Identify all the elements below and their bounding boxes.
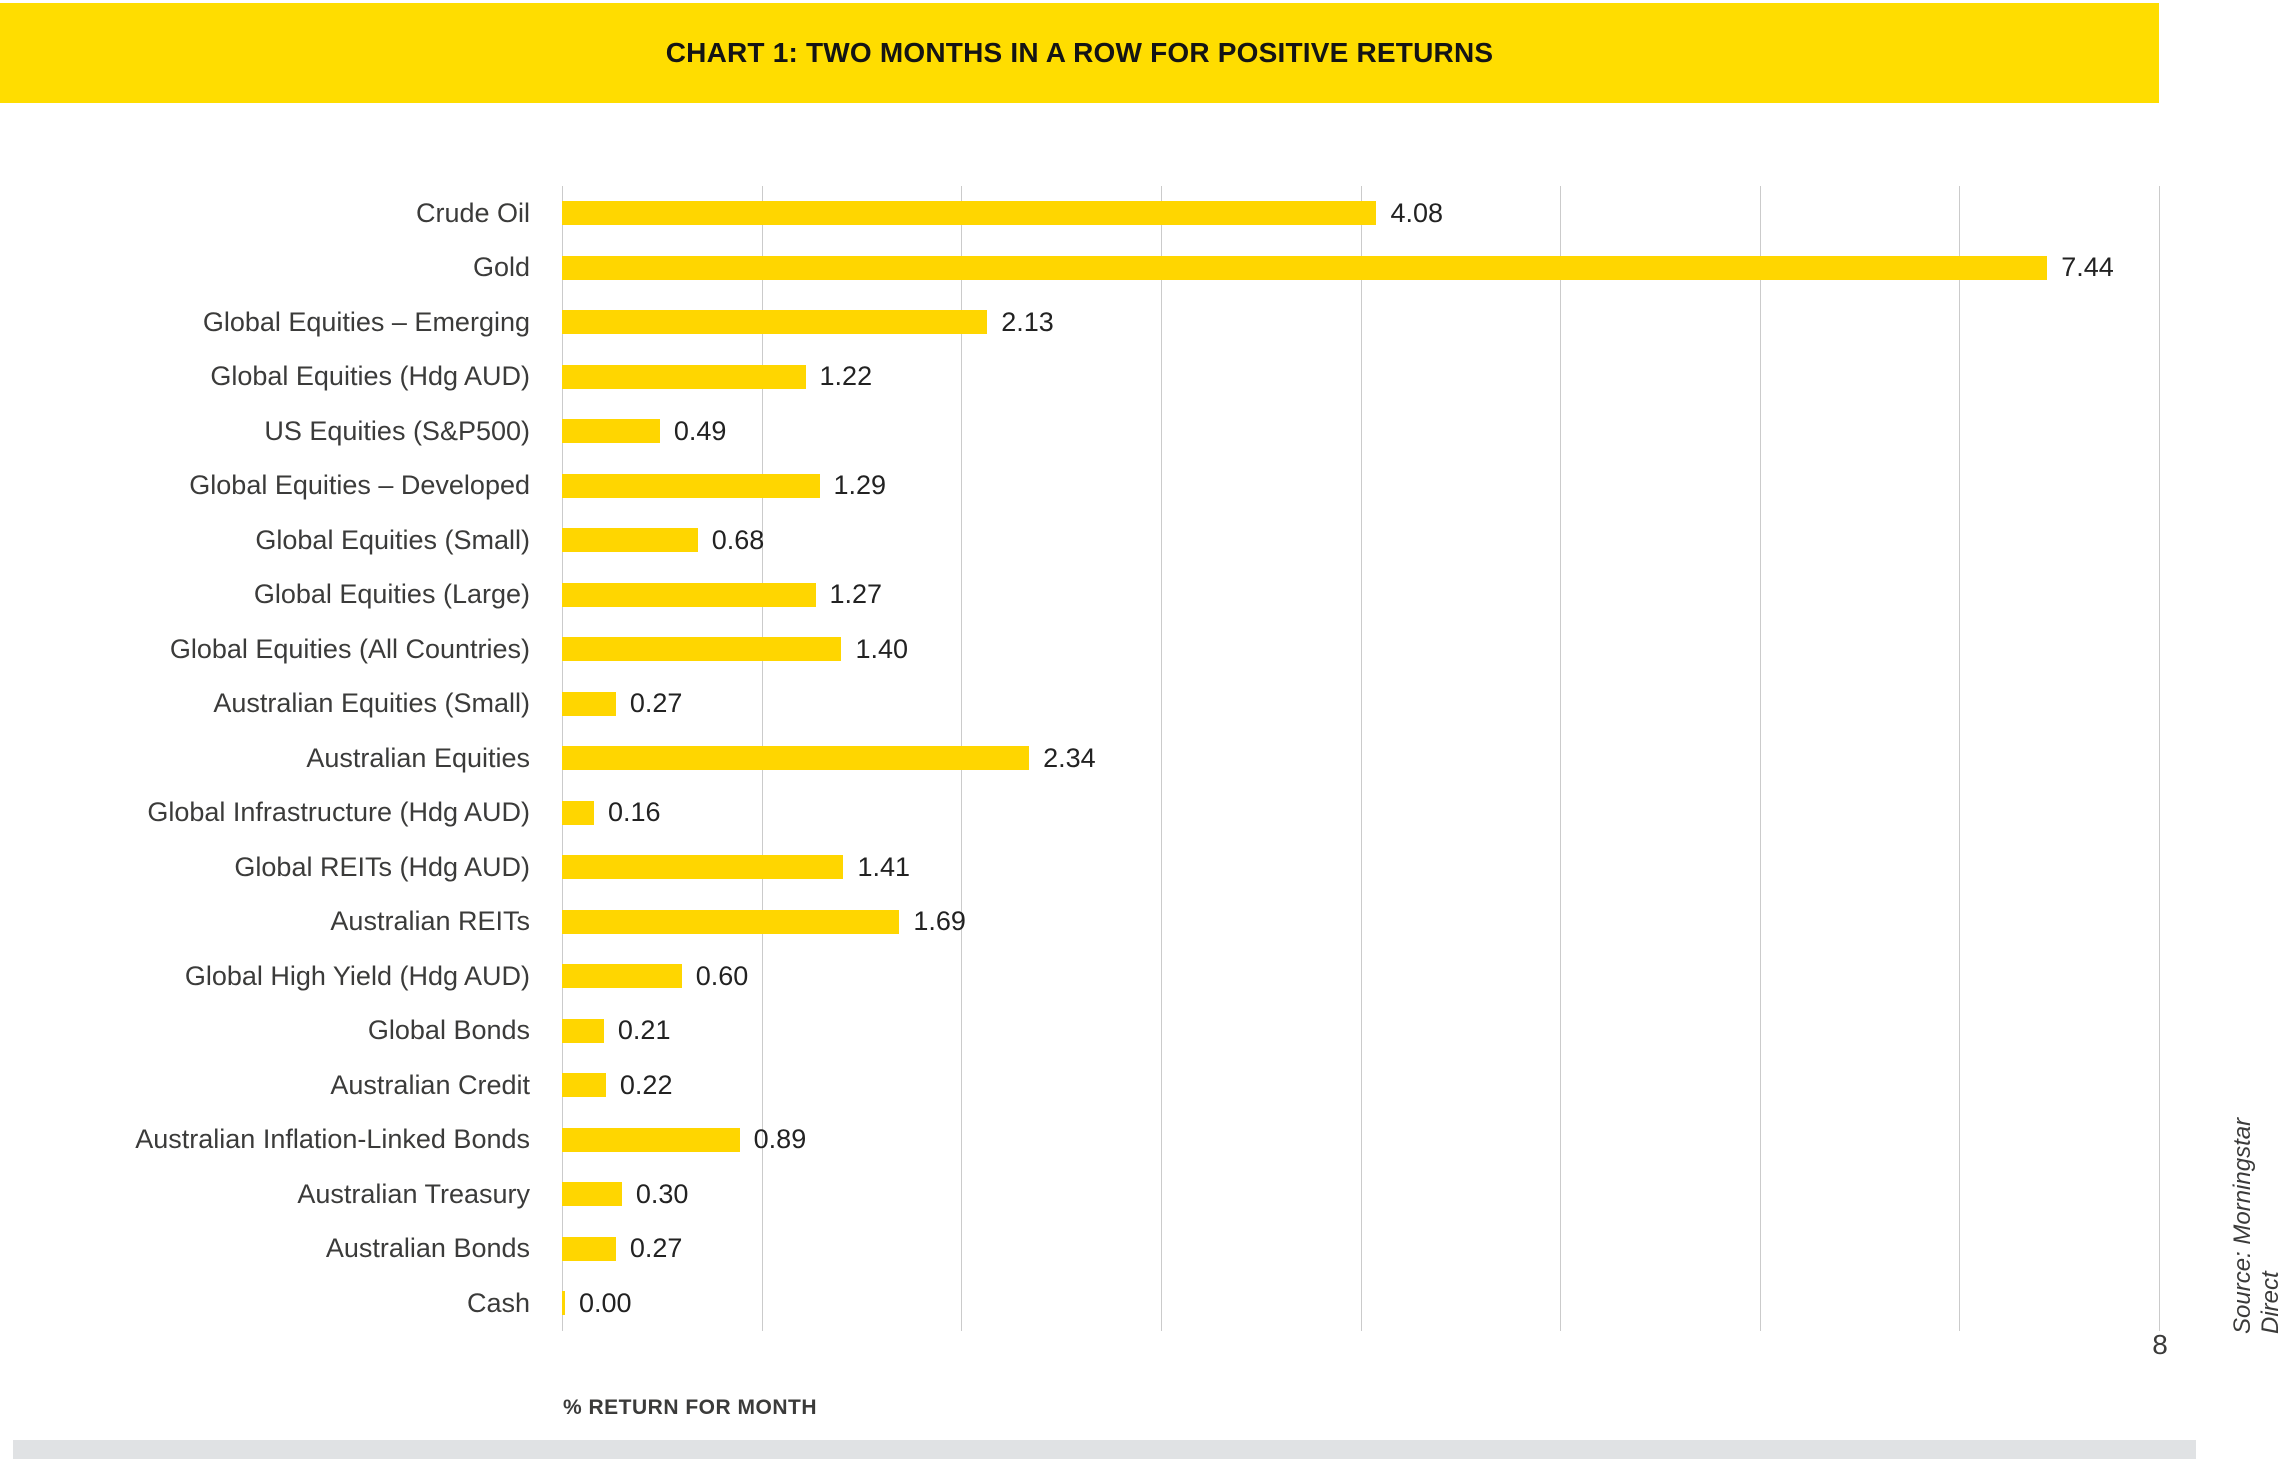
bar-row: US Equities (S&P500) 0.49 (0, 404, 2287, 459)
gridline (1560, 186, 1562, 1331)
bar-row: Australian Equities (Small) 0.27 (0, 677, 2287, 732)
category-label: Australian Inflation-Linked Bonds (135, 1124, 530, 1155)
bar (562, 1182, 622, 1207)
gridline (1959, 186, 1961, 1331)
x-axis-label: % RETURN FOR MONTH (563, 1396, 817, 1419)
bar (562, 310, 988, 335)
bar-row: Global Bonds 0.21 (0, 1004, 2287, 1059)
chart-title: CHART 1: TWO MONTHS IN A ROW FOR POSITIV… (665, 37, 1494, 68)
value-label: 1.29 (833, 470, 887, 501)
category-label: Global High Yield (Hdg AUD) (184, 960, 530, 991)
bar (562, 255, 2048, 280)
bar-row: Global REITs (Hdg AUD) 1.41 (0, 840, 2287, 895)
bar-row: Australian Inflation-Linked Bonds 0.89 (0, 1113, 2287, 1168)
category-label: Global Equities – Developed (189, 470, 530, 501)
bar-row: Australian Bonds 0.27 (0, 1222, 2287, 1277)
value-label: 1.40 (855, 633, 909, 664)
bottom-strip (13, 1440, 2196, 1459)
value-label: 0.30 (635, 1178, 689, 1209)
category-label: US Equities (S&P500) (264, 415, 530, 446)
value-label: 0.27 (629, 1233, 683, 1264)
value-label: 0.68 (711, 524, 765, 555)
bar-row: Global Equities (Hdg AUD) 1.22 (0, 350, 2287, 405)
bar (562, 528, 698, 553)
bar (562, 1073, 606, 1098)
category-label: Global Equities – Emerging (202, 306, 530, 337)
bar-row: Cash 0.00 (0, 1276, 2287, 1331)
category-label: Global Infrastructure (Hdg AUD) (147, 797, 530, 828)
value-label: 0.22 (619, 1069, 673, 1100)
bar-row: Global Equities (Large) 1.27 (0, 568, 2287, 623)
category-label: Global Equities (Small) (255, 524, 530, 555)
category-label: Gold (472, 252, 530, 283)
bar (562, 473, 820, 498)
category-label: Crude Oil (415, 197, 530, 228)
category-label: Australian Equities (306, 742, 530, 773)
value-label: 1.69 (913, 906, 966, 937)
value-label: 2.34 (1043, 742, 1096, 773)
category-label: Global REITs (Hdg AUD) (234, 851, 530, 882)
gridline (1160, 186, 1162, 1331)
bar-row: Australian Equities 2.34 (0, 731, 2287, 786)
bar (562, 800, 594, 825)
gridline (1759, 186, 1761, 1331)
bar (562, 746, 1030, 771)
source-note: Source: Morningstar Direct (2229, 1117, 2284, 1334)
category-label: Australian Treasury (297, 1178, 530, 1209)
bar-row: Global Equities – Emerging 2.13 (0, 295, 2287, 350)
page-number: 8 (2152, 1329, 2168, 1360)
chart-title-banner: CHART 1: TWO MONTHS IN A ROW FOR POSITIV… (0, 3, 2159, 103)
category-label: Global Equities (Hdg AUD) (210, 361, 530, 392)
bar (562, 1018, 604, 1043)
gridline (1360, 186, 1362, 1331)
value-label: 0.27 (629, 688, 683, 719)
value-label: 0.16 (607, 797, 661, 828)
category-label: Global Equities (All Countries) (169, 633, 530, 664)
category-label: Global Equities (Large) (253, 579, 530, 610)
value-label: 7.44 (2061, 252, 2114, 283)
bar (562, 582, 816, 607)
bar-row: Gold 7.44 (0, 241, 2287, 296)
value-label: 0.89 (753, 1124, 807, 1155)
bar-row: Global Equities (Small) 0.68 (0, 513, 2287, 568)
bar (562, 855, 844, 880)
bar-row: Australian Treasury 0.30 (0, 1167, 2287, 1222)
value-label: 0.00 (579, 1287, 632, 1318)
value-label: 2.13 (1001, 306, 1054, 337)
bar (562, 1127, 740, 1152)
bar (562, 964, 682, 989)
bar-row: Global Equities (All Countries) 1.40 (0, 622, 2287, 677)
bar (562, 419, 660, 444)
bar (562, 201, 1377, 226)
value-label: 4.08 (1390, 197, 1444, 228)
gridline (2159, 186, 2160, 1331)
category-label: Australian Equities (Small) (213, 688, 530, 719)
category-label: Australian Bonds (325, 1233, 530, 1264)
bar-row: Global High Yield (Hdg AUD) 0.60 (0, 949, 2287, 1004)
bar-row: Australian Credit 0.22 (0, 1058, 2287, 1113)
value-label: 0.60 (695, 960, 749, 991)
value-label: 1.41 (857, 851, 911, 882)
category-label: Australian Credit (330, 1069, 530, 1100)
bar-row: Global Infrastructure (Hdg AUD) 0.16 (0, 786, 2287, 841)
value-label: 0.21 (617, 1015, 671, 1046)
bar (562, 637, 842, 662)
bar (562, 909, 900, 934)
value-label: 1.27 (829, 579, 883, 610)
category-label: Australian REITs (330, 906, 530, 937)
bar (562, 1236, 616, 1261)
value-label: 0.49 (673, 415, 727, 446)
bar (562, 364, 806, 389)
category-label: Cash (466, 1287, 530, 1318)
value-label: 1.22 (819, 361, 873, 392)
bar-row: Australian REITs 1.69 (0, 895, 2287, 950)
category-label: Global Bonds (367, 1015, 530, 1046)
bar-row: Global Equities – Developed 1.29 (0, 459, 2287, 514)
bar (562, 691, 616, 716)
bar-chart: Crude Oil 4.08 Gold 7.44 Global Equities – E… (0, 186, 2287, 1331)
bar (562, 1291, 565, 1316)
bar-row: Crude Oil 4.08 (0, 186, 2287, 241)
